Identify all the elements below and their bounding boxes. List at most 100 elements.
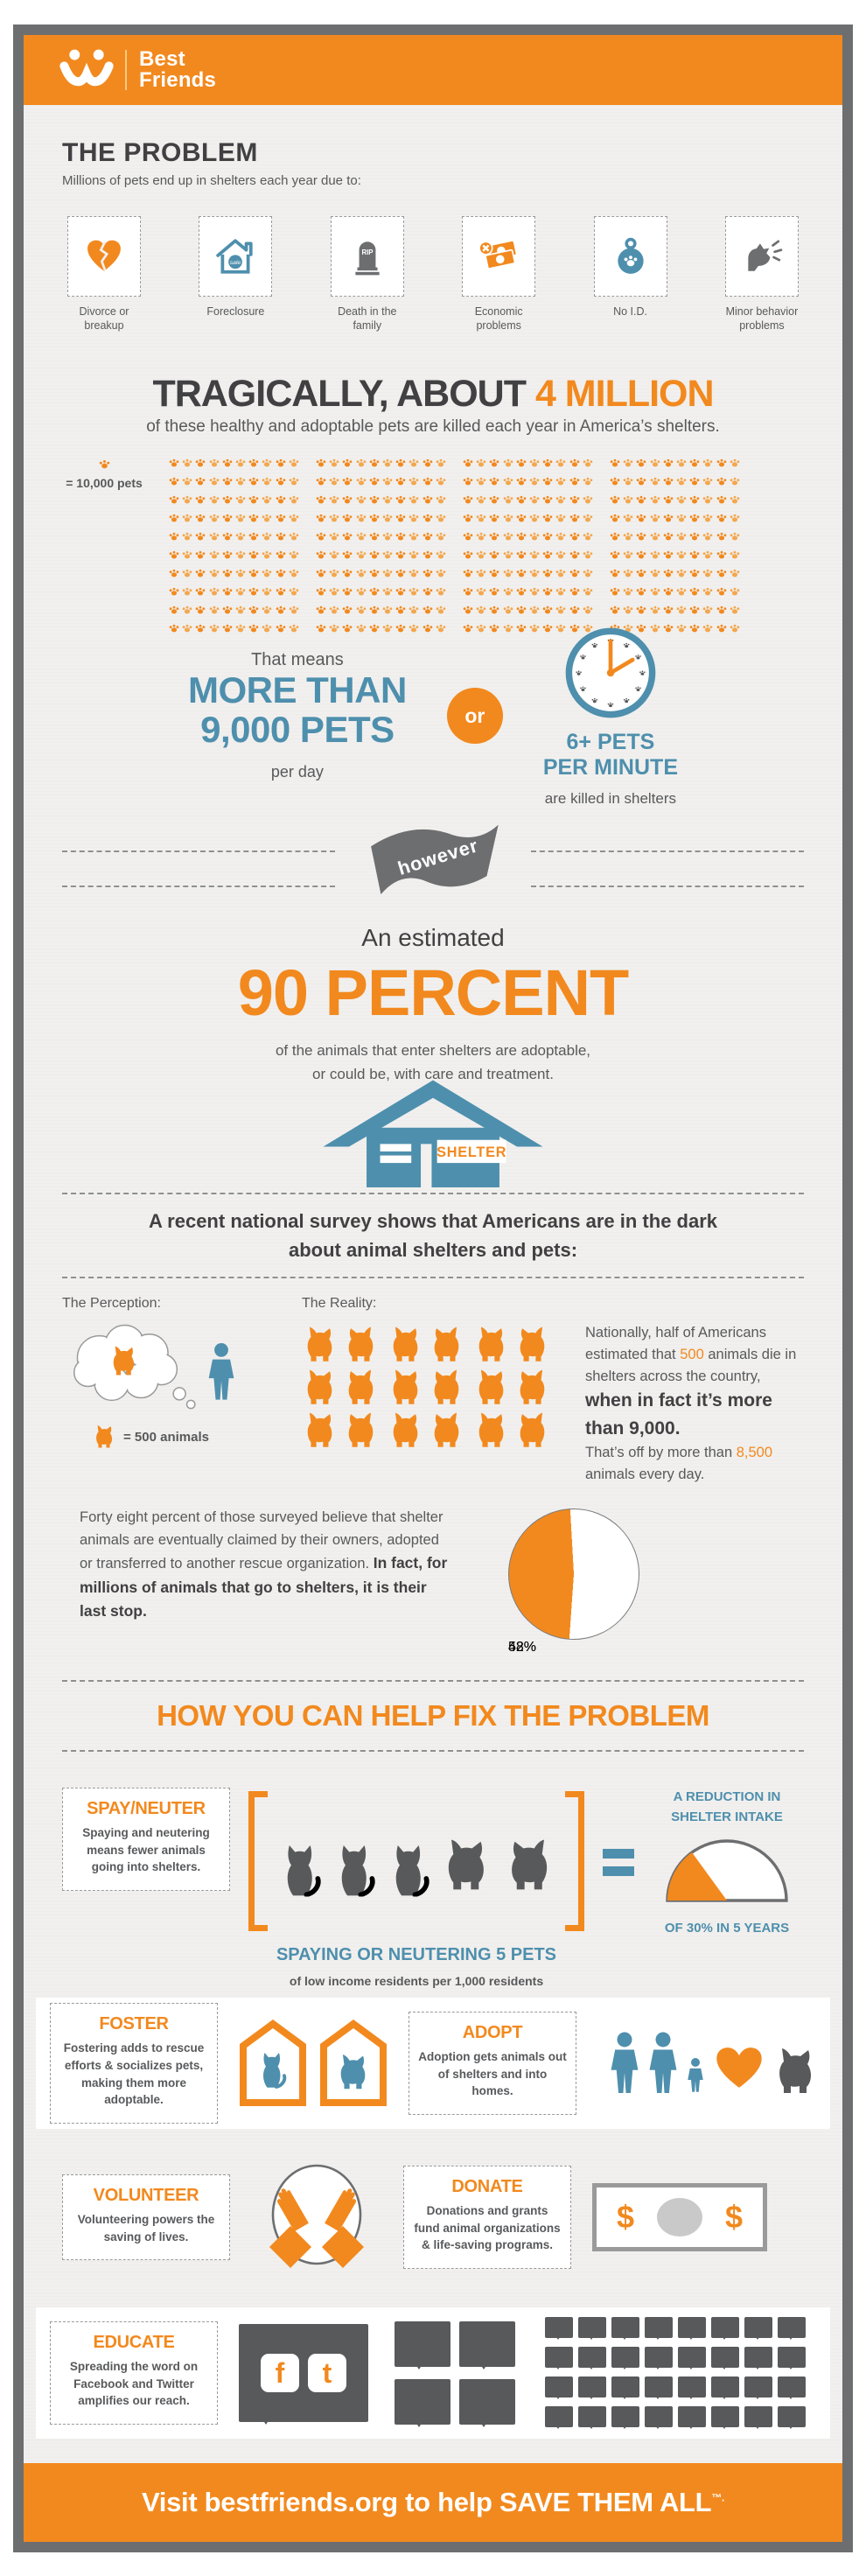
paw-icon: [195, 530, 208, 546]
shelter-house-icon: SHELTER: [323, 1080, 543, 1187]
paw-icon: [169, 475, 182, 491]
social-bubble-small: [678, 2316, 706, 2340]
daily-per-day: per day: [270, 763, 324, 781]
paw-icon: [169, 512, 182, 528]
paw-icon: [516, 475, 529, 491]
adult-icon: [648, 2032, 678, 2095]
paw-icon: [182, 512, 195, 528]
section-daily-toll: That means MORE THAN 9,000 PETS per day o…: [24, 611, 842, 821]
social-bubble-large: f t: [239, 2324, 368, 2425]
paw-icon: [222, 494, 235, 509]
paw-icon: [222, 549, 235, 564]
paw-icon: [409, 567, 422, 583]
paw-icon: [262, 494, 275, 509]
paw-icon: [436, 549, 449, 564]
paw-icon: [663, 585, 676, 601]
paw-icon: [342, 494, 355, 509]
paw-icon: [650, 585, 663, 601]
paw-icon: [702, 530, 716, 546]
paw-icon: [395, 530, 409, 546]
paw-icon: [195, 567, 208, 583]
paw-icon: [689, 457, 702, 472]
divider: [62, 1277, 804, 1278]
paw-icon: [195, 512, 208, 528]
paw-icon: [423, 585, 436, 601]
paw-icon: [636, 549, 649, 564]
paw-icon: [463, 494, 476, 509]
paw-icon: [569, 457, 583, 472]
problem-subtitle: Millions of pets end up in shelters each…: [62, 173, 361, 188]
bill-oval: [657, 2198, 702, 2236]
paw-icon: [169, 549, 182, 564]
paw-icon: [222, 530, 235, 546]
dog-icon: [304, 1364, 339, 1405]
dog-icon: [443, 1808, 493, 1914]
social-bubble-small: [678, 2346, 706, 2370]
paw-icon: [369, 512, 382, 528]
paw-icon: [583, 457, 596, 472]
pie-label-52: 52%: [508, 1640, 537, 1655]
paw-icon: [702, 549, 716, 564]
svg-text:sale: sale: [230, 260, 241, 266]
paw-icon: [409, 585, 422, 601]
paw-icon: [316, 567, 329, 583]
paw-icon: [169, 567, 182, 583]
paw-icon: [182, 530, 195, 546]
house-sale-icon: sale: [216, 239, 254, 274]
paw-icon: [676, 549, 689, 564]
paw-icon: [262, 475, 275, 491]
paw-icon: [235, 549, 248, 564]
paw-icon: [316, 494, 329, 509]
section-tragically: TRAGICALLY, ABOUT 4 MILLION of these hea…: [24, 368, 842, 452]
adopt-body: Adoption gets animals out of shelters an…: [418, 2050, 567, 2098]
money-x-icon: [478, 241, 516, 270]
paw-icon: [262, 585, 275, 601]
paw-icon: [463, 457, 476, 472]
paw-icon: [356, 567, 369, 583]
survey-heading: A recent national survey shows that Amer…: [148, 1210, 718, 1261]
paw-icon: [248, 512, 262, 528]
spay-heading: SPAY/NEUTER: [87, 1799, 206, 1818]
educate-heading: EDUCATE: [93, 2333, 175, 2353]
paw-icon: [516, 567, 529, 583]
paw-icon: [676, 494, 689, 509]
paw-icon: [463, 567, 476, 583]
social-bubble-small: [645, 2316, 673, 2340]
social-bubble-small: [711, 2376, 739, 2399]
paw-icon: [503, 475, 516, 491]
paw-icon: [583, 585, 596, 601]
social-bubble-small: [778, 2346, 806, 2370]
facebook-icon: f: [261, 2354, 299, 2392]
paw-icon: [395, 585, 409, 601]
paw-icon: [610, 549, 623, 564]
per-minute-sub: are killed in shelters: [544, 790, 677, 808]
paw-icon: [195, 549, 208, 564]
paw-icon: [516, 494, 529, 509]
paw-icon: [676, 567, 689, 583]
social-bubble-small: [645, 2346, 673, 2370]
paw-icon: [542, 494, 555, 509]
paw-icon: [235, 457, 248, 472]
paw-icon: [529, 567, 542, 583]
dog-icon: [428, 1407, 463, 1448]
paw-icon: [222, 475, 235, 491]
paw-icon: [289, 457, 302, 472]
clock-icon: [565, 627, 656, 718]
paw-icon: [463, 530, 476, 546]
page-inner: Best Friends THE PROBLEM Millions of pet…: [24, 35, 842, 2542]
paw-icon: [276, 585, 289, 601]
paw-icon: [702, 475, 716, 491]
twitter-icon: t: [308, 2354, 346, 2392]
divider: [62, 1749, 804, 1752]
paw-icon: [503, 457, 516, 472]
however-ribbon: however: [371, 824, 499, 895]
social-bubble-small: [711, 2316, 739, 2340]
broken-heart-icon: [87, 240, 121, 271]
paw-icon: [382, 549, 395, 564]
paw-icon: [489, 585, 502, 601]
paw-icon: [476, 585, 489, 601]
paw-icon: [503, 494, 516, 509]
paw-icon: [195, 494, 208, 509]
dog-icon: [513, 1321, 548, 1362]
paw-icon: [409, 512, 422, 528]
